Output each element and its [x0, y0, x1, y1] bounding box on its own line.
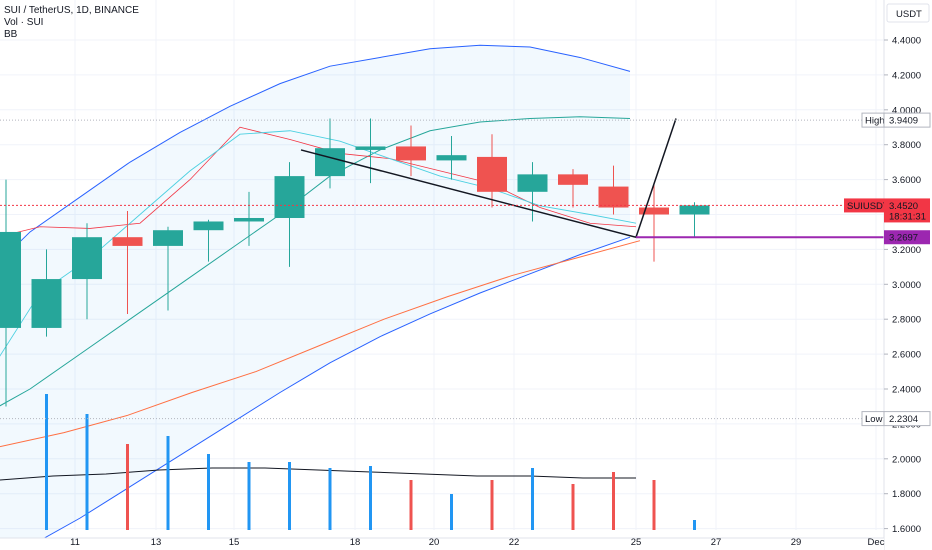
candle-down	[112, 237, 143, 246]
candle-up	[234, 217, 264, 222]
volume-bar	[328, 468, 332, 530]
volume-bar	[85, 414, 89, 530]
volume-bar	[693, 520, 696, 530]
bb-fill	[0, 45, 630, 550]
price-tick-label: 4.4000	[892, 36, 921, 47]
time-tick-label: 22	[509, 537, 520, 548]
low-marker-value: 2.2304	[889, 414, 918, 425]
price-tick-label: 3.6000	[892, 175, 921, 186]
high-marker-value: 3.9409	[889, 116, 918, 127]
ema-line	[0, 240, 641, 448]
symbol-tag-box	[844, 198, 884, 213]
price-tick-label: 1.8000	[892, 489, 921, 500]
volume-bar	[450, 494, 453, 530]
currency-box	[886, 3, 930, 23]
candle-down	[558, 174, 588, 185]
candle-up	[274, 176, 305, 218]
candle-up	[72, 237, 102, 280]
price-tick-label: 2.0000	[892, 454, 921, 465]
projection-line	[635, 118, 677, 238]
symbol-tag: SUIUSDT	[847, 201, 889, 212]
plot-area	[0, 0, 884, 530]
price-axis	[884, 0, 932, 550]
time-tick-label: 27	[711, 537, 722, 548]
chart-legend: SUI / TetherUS, 1D, BINANCE Vol · SUI BB	[4, 5, 139, 41]
volume-indicator-label[interactable]: Vol · SUI	[4, 17, 44, 28]
volume-bar	[288, 462, 291, 530]
price-tick-label: 1.6000	[892, 524, 921, 535]
candle-down	[598, 186, 629, 208]
volume-bar	[531, 468, 534, 530]
time-tick-label: 20	[429, 537, 440, 548]
time-tick-label: 13	[151, 537, 162, 548]
high-marker-box	[883, 112, 931, 128]
candle-up	[193, 221, 224, 231]
volume-bar	[166, 436, 170, 530]
time-tick-label: 11	[70, 537, 80, 548]
candle-down	[639, 207, 669, 215]
volume-bar	[612, 472, 615, 530]
volume-bar	[652, 480, 656, 530]
time-tick-label: 18	[350, 537, 361, 548]
price-tick-label: 3.2000	[892, 245, 921, 256]
candle-up	[517, 174, 548, 192]
current-price-box	[884, 198, 930, 223]
volume-bar	[490, 480, 494, 530]
candle-up	[153, 230, 183, 246]
currency-label: USDT	[896, 9, 922, 20]
level-box	[884, 230, 930, 245]
volume-bar	[207, 454, 210, 530]
bb-upper-line	[0, 44, 631, 262]
time-tick-label: 15	[229, 537, 240, 548]
price-tick-label: 2.8000	[892, 315, 921, 326]
price-tick-label: 4.2000	[892, 70, 921, 81]
candle-down	[396, 146, 426, 161]
time-axis	[0, 538, 884, 550]
volume-bar	[126, 444, 129, 530]
trend-line	[300, 149, 637, 238]
bb-indicator-label[interactable]: BB	[4, 29, 18, 40]
candle-up	[315, 148, 345, 177]
volume-bar	[571, 484, 575, 530]
time-tick-label: 29	[791, 537, 802, 548]
level-value: 3.2697	[889, 233, 918, 244]
candle-up	[31, 279, 62, 328]
time-tick-label: 25	[631, 537, 642, 548]
candle-up	[0, 231, 21, 328]
candle-up	[436, 155, 467, 161]
price-tick-label: 2.6000	[892, 350, 921, 361]
candle-up	[355, 146, 386, 150]
volume-bar	[247, 462, 251, 530]
volume-bar	[45, 394, 48, 530]
ma-fast-line	[0, 126, 637, 237]
candle-up	[679, 205, 710, 215]
countdown: 18:31:31	[889, 211, 926, 222]
low-marker-label: Low	[865, 414, 883, 425]
symbol-title[interactable]: SUI / TetherUS, 1D, BINANCE	[4, 5, 139, 16]
price-tick-label: 3.8000	[892, 140, 921, 151]
price-tick-label: 2.4000	[892, 385, 921, 396]
volume-bar	[409, 480, 413, 530]
current-price-value: 3.4520	[889, 201, 918, 212]
price-tick-label: 3.0000	[892, 280, 921, 291]
volume-ma-line	[0, 467, 636, 481]
time-tick-label: Dec	[868, 537, 885, 548]
price-tick-label: 4.0000	[892, 105, 921, 116]
high-marker-label: High	[865, 116, 885, 127]
low-marker-box	[883, 411, 931, 427]
bb-middle-line	[0, 116, 631, 407]
volume-bar	[369, 466, 372, 530]
candle-down	[477, 156, 507, 192]
